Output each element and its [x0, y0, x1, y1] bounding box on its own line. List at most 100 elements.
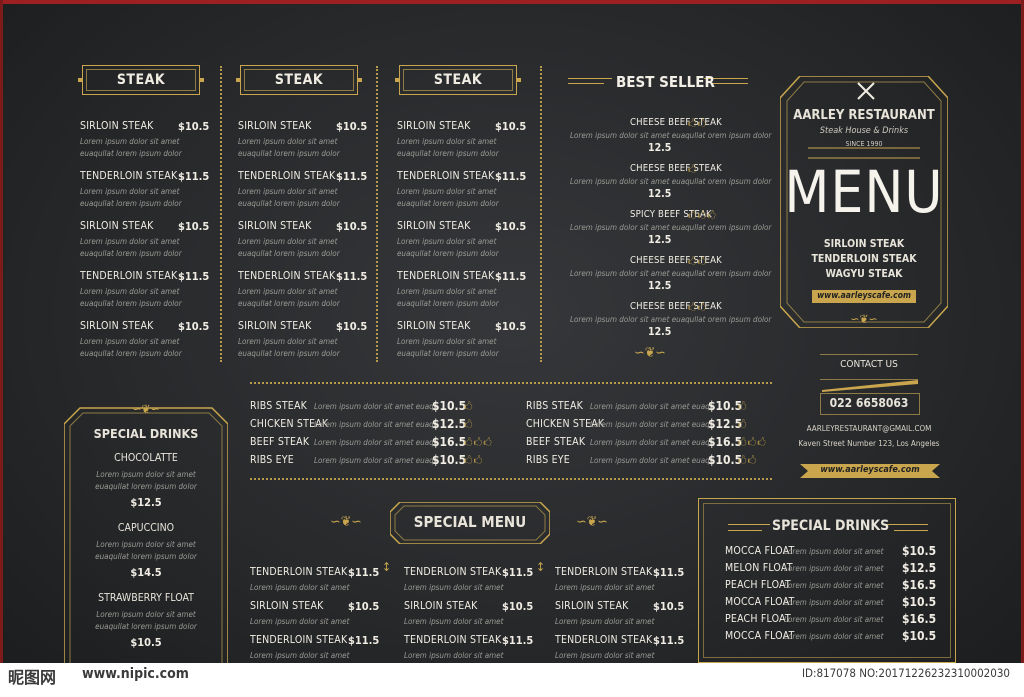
special-menu-item-price: $10.5	[653, 600, 685, 613]
best-seller-item-description: Lorem ipsum dolor sit amet euaqullat ore…	[570, 223, 772, 232]
menu-item-description: euaqullat lorem ipsum dolor	[80, 299, 182, 308]
menu-item-name: TENDERLOIN STEAK	[80, 170, 178, 182]
price-list-item-description: Lorem ipsum dolor sit amet euaqu	[590, 402, 715, 411]
drink-price: $16.5	[902, 578, 937, 592]
menu-item-description: euaqullat lorem ipsum dolor	[238, 349, 340, 358]
title-rule	[568, 78, 612, 79]
menu-item-price: $11.5	[336, 270, 368, 283]
menu-item-description: euaqullat lorem ipsum dolor	[397, 299, 499, 308]
menu-item-price: $11.5	[178, 270, 210, 283]
menu-item-description: euaqullat lorem ipsum dolor	[397, 149, 499, 158]
menu-item-name: TENDERLOIN STEAK	[80, 270, 178, 282]
menu-item-name: TENDERLOIN STEAK	[238, 170, 336, 182]
menu-item-price: $10.5	[495, 220, 527, 233]
special-menu-item-name: TENDERLOIN STEAK	[404, 634, 502, 646]
menu-item-price: $10.5	[178, 320, 210, 333]
price-list-item-description: Lorem ipsum dolor sit amet euaqu	[314, 402, 439, 411]
menu-item-description: Lorem ipsum dolor sit amet	[397, 187, 497, 196]
menu-item-name: SIRLOIN STEAK	[238, 120, 312, 132]
website-ribbon-banner	[800, 464, 940, 478]
special-drinks-frame	[64, 407, 228, 664]
drink-price: $16.5	[902, 612, 937, 626]
thumbs-up-icon: 🖒	[738, 420, 748, 430]
menu-item-name: TENDERLOIN STEAK	[238, 270, 336, 282]
menu-item-description: Lorem ipsum dolor sit amet	[238, 337, 338, 346]
special-menu-item-name: TENDERLOIN STEAK	[555, 634, 653, 646]
price-list-item-price: $10.5	[432, 453, 467, 467]
drink-description: Lorem ipsum dolor sit amet	[96, 610, 196, 619]
price-list-item-name: RIBS STEAK	[526, 400, 584, 412]
price-list-item-name: RIBS STEAK	[250, 400, 308, 412]
menu-item-name: SIRLOIN STEAK	[238, 320, 312, 332]
drink-description: euaqullat lorem ipsum dolor	[95, 622, 197, 631]
contact-website: www.aarleyscafe.com	[820, 465, 920, 475]
thumbs-up-icon: 🖒	[464, 420, 474, 430]
best-seller-title: BEST SELLER	[616, 73, 715, 91]
ribbon-stripe	[822, 380, 918, 392]
special-drinks-left-title: SPECIAL DRINKS	[93, 426, 199, 441]
flourish-ornament: ∽❦∽	[576, 514, 608, 530]
drink-name: STRAWBERRY FLOAT	[98, 592, 194, 604]
menu-item-description: Lorem ipsum dolor sit amet	[238, 237, 338, 246]
drink-description: Lorem ipsum dolor sit amet	[96, 540, 196, 549]
drink-name: MOCCA FLOAT	[725, 630, 795, 642]
watermark-site-name: 昵图网	[8, 668, 57, 687]
thumbs-up-icon: 🖒🖒	[738, 456, 758, 466]
best-seller-item-name: CHEESE BEEF STEAK	[630, 117, 722, 128]
drink-price: $14.5	[130, 566, 162, 579]
drink-description: Lorem ipsum dolor sit amet	[784, 581, 884, 590]
menu-item-name: TENDERLOIN STEAK	[397, 270, 495, 282]
special-menu-item-name: TENDERLOIN STEAK	[404, 566, 502, 578]
special-menu-item-price: $10.5	[348, 600, 380, 613]
price-list-item-price: $10.5	[708, 453, 743, 467]
menu-feature-item: SIRLOIN STEAK	[823, 238, 905, 250]
since-text: SINCE 1990	[845, 140, 883, 148]
special-menu-item-description: Lorem ipsum dolor sit amet	[250, 617, 350, 626]
thumbs-up-icon: 🖒🖒🖒	[738, 438, 767, 448]
title-rule	[712, 83, 748, 84]
menu-item-description: euaqullat lorem ipsum dolor	[238, 199, 340, 208]
menu-feature-item: WAGYU STEAK	[825, 268, 903, 280]
contact-email: AARLEYRESTAURANT@GMAIL.COM	[806, 424, 932, 433]
best-seller-item-description: Lorem ipsum dolor sit amet euaqullat ore…	[570, 269, 772, 278]
menu-item-name: TENDERLOIN STEAK	[397, 170, 495, 182]
drink-name: PEACH FLOAT	[725, 579, 791, 591]
special-menu-item-description: Lorem ipsum dolor sit amet	[404, 617, 504, 626]
special-drinks-right-frame	[698, 498, 956, 663]
drink-description: euaqullat lorem ipsum dolor	[95, 552, 197, 561]
special-menu-item-description: Lorem ipsum dolor sit amet	[404, 651, 504, 660]
special-menu-badge-frame	[390, 502, 550, 544]
special-menu-item-name: SIRLOIN STEAK	[250, 600, 324, 612]
drink-name: PEACH FLOAT	[725, 613, 791, 625]
special-menu-item-name: TENDERLOIN STEAK	[250, 634, 348, 646]
special-menu-item-price: $11.5	[502, 634, 534, 647]
phone-box	[820, 393, 920, 415]
best-seller-item-price: 12.5	[648, 188, 672, 200]
title-rule	[704, 78, 748, 79]
price-list-item-description: Lorem ipsum dolor sit amet euaqu	[314, 438, 439, 447]
menu-item-description: Lorem ipsum dolor sit amet	[397, 137, 497, 146]
flourish-ornament: ∽❦∽	[634, 345, 666, 361]
menu-item-name: SIRLOIN STEAK	[80, 220, 154, 232]
contact-address: Kaven Street Number 123, Los Angeles	[798, 439, 940, 448]
drink-name: CAPUCCINO	[117, 522, 175, 534]
steak-column-title: STEAK	[236, 65, 362, 95]
flourish-ornament: ∽❦∽	[330, 514, 362, 530]
title-rule	[728, 530, 762, 531]
menu-item-description: euaqullat lorem ipsum dolor	[80, 249, 182, 258]
price-list-item-name: RIBS EYE	[526, 454, 570, 466]
special-menu-item-description: Lorem ipsum dolor sit amet	[250, 583, 350, 592]
thumbs-up-icon: 🖒🖒	[464, 456, 484, 466]
steak-column-title: STEAK	[78, 65, 204, 95]
menu-item-name: SIRLOIN STEAK	[80, 320, 154, 332]
thumbs-up-icon: 🖒🖒🖒	[464, 438, 493, 448]
special-menu-item-name: TENDERLOIN STEAK	[250, 566, 348, 578]
watermark-url: www.nipic.com	[82, 666, 189, 682]
menu-item-description: euaqullat lorem ipsum dolor	[238, 249, 340, 258]
menu-item-description: euaqullat lorem ipsum dolor	[80, 149, 182, 158]
best-seller-item-description: Lorem ipsum dolor sit amet euaqullat ore…	[570, 131, 772, 140]
separator	[376, 66, 378, 362]
phone-number: 022 6658063	[829, 396, 909, 410]
menu-item-price: $10.5	[495, 120, 527, 133]
